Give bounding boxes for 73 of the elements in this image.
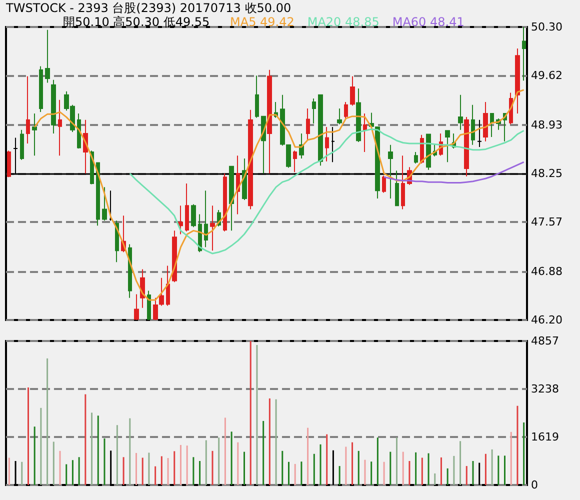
candlestick xyxy=(26,76,30,144)
candlestick xyxy=(477,119,482,148)
y-tick-label: 0 xyxy=(531,478,538,492)
candlestick xyxy=(45,29,50,84)
text: MA5 49.42 xyxy=(230,15,294,29)
candlestick xyxy=(363,112,367,153)
y-tick-label: 48.25 xyxy=(531,167,562,180)
candlestick xyxy=(458,94,463,130)
candlestick xyxy=(51,79,56,134)
line-series xyxy=(129,128,525,254)
candlestick xyxy=(185,183,189,232)
candlestick xyxy=(331,126,335,163)
candlestick xyxy=(356,88,361,143)
chart-title: TWSTOCK - 2393 台股(2393) 20170713 收50.00 xyxy=(5,1,292,15)
y-tick-label: 4857 xyxy=(531,334,559,348)
candlestick xyxy=(248,109,253,210)
y-tick-label: 50.30 xyxy=(531,20,562,34)
candlestick xyxy=(77,112,81,149)
candlestick xyxy=(7,150,11,178)
candlestick xyxy=(229,166,234,232)
candlestick xyxy=(147,290,151,320)
candlestick xyxy=(464,116,469,177)
candlestick xyxy=(191,204,196,228)
candlestick xyxy=(109,190,113,222)
candlestick xyxy=(255,75,259,118)
text: MA20 48.85 xyxy=(307,15,380,29)
candlestick xyxy=(128,244,132,298)
candlestick xyxy=(337,108,342,125)
candlestick xyxy=(325,126,329,162)
candlestick xyxy=(204,190,208,248)
candlestick xyxy=(58,99,62,156)
line-series xyxy=(34,89,525,301)
text: MA60 48.41 xyxy=(392,15,464,29)
candlestick xyxy=(515,48,520,114)
candlestick xyxy=(318,94,323,166)
candlestick xyxy=(223,173,227,232)
y-tick-label: 48.93 xyxy=(531,118,562,132)
candlestick xyxy=(134,294,139,320)
candlestick xyxy=(293,150,297,173)
candlestick xyxy=(286,144,291,168)
candlestick xyxy=(178,205,183,235)
candlestick xyxy=(414,152,418,164)
line-series xyxy=(383,161,525,184)
candlestick xyxy=(388,144,393,200)
candlestick xyxy=(166,265,170,306)
candlestick xyxy=(96,162,100,226)
y-tick-label: 47.57 xyxy=(531,216,562,229)
candlestick xyxy=(312,98,316,124)
y-tick-label: 3238 xyxy=(531,382,559,396)
candlestick xyxy=(39,66,43,113)
candlestick xyxy=(445,130,450,163)
candlestick xyxy=(267,69,272,174)
candlestick xyxy=(236,155,240,215)
candlestick xyxy=(483,102,488,142)
candlestick xyxy=(490,112,494,138)
candlestick xyxy=(32,112,37,156)
candlestick xyxy=(344,102,348,120)
candlestick xyxy=(102,186,107,222)
candlestick xyxy=(401,155,405,210)
y-tick-label: 49.62 xyxy=(531,69,562,82)
candlestick xyxy=(350,76,355,106)
candlestick xyxy=(210,205,215,252)
candlestick xyxy=(20,129,24,160)
candlestick xyxy=(522,26,526,82)
chart-subtitle: 開50.10 高50.30 低49.55 xyxy=(63,15,210,29)
candlestick xyxy=(471,104,475,146)
y-tick-label: 1619 xyxy=(531,430,559,444)
candlestick xyxy=(306,108,310,140)
y-tick-label: 46.20 xyxy=(531,314,562,326)
candlestick xyxy=(382,175,386,194)
y-tick-label: 46.88 xyxy=(531,264,562,278)
candlestick xyxy=(395,170,399,206)
candlestick xyxy=(280,94,285,146)
